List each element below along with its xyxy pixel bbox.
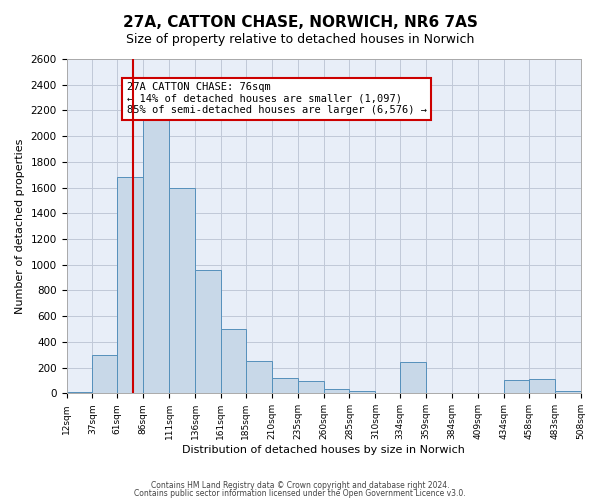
Bar xyxy=(221,329,246,394)
Y-axis label: Number of detached properties: Number of detached properties xyxy=(15,138,25,314)
Text: Size of property relative to detached houses in Norwich: Size of property relative to detached ho… xyxy=(126,32,474,46)
Bar xyxy=(298,381,323,394)
Bar xyxy=(195,270,221,394)
Bar xyxy=(426,392,452,394)
Text: 27A, CATTON CHASE, NORWICH, NR6 7AS: 27A, CATTON CHASE, NORWICH, NR6 7AS xyxy=(122,15,478,30)
Bar xyxy=(376,392,400,394)
Bar xyxy=(478,392,504,394)
Bar xyxy=(246,361,272,394)
Bar xyxy=(118,178,143,394)
Bar xyxy=(272,378,298,394)
Bar xyxy=(529,379,554,394)
Bar xyxy=(67,392,92,394)
Bar xyxy=(92,355,118,394)
X-axis label: Distribution of detached houses by size in Norwich: Distribution of detached houses by size … xyxy=(182,445,465,455)
Bar xyxy=(323,390,349,394)
Bar xyxy=(169,188,195,394)
Bar xyxy=(554,391,581,394)
Bar xyxy=(504,380,529,394)
Text: 27A CATTON CHASE: 76sqm
← 14% of detached houses are smaller (1,097)
85% of semi: 27A CATTON CHASE: 76sqm ← 14% of detache… xyxy=(127,82,427,116)
Bar xyxy=(400,362,426,394)
Text: Contains HM Land Registry data © Crown copyright and database right 2024.: Contains HM Land Registry data © Crown c… xyxy=(151,481,449,490)
Text: Contains public sector information licensed under the Open Government Licence v3: Contains public sector information licen… xyxy=(134,488,466,498)
Bar xyxy=(452,392,478,394)
Bar xyxy=(143,118,169,394)
Bar xyxy=(349,392,376,394)
